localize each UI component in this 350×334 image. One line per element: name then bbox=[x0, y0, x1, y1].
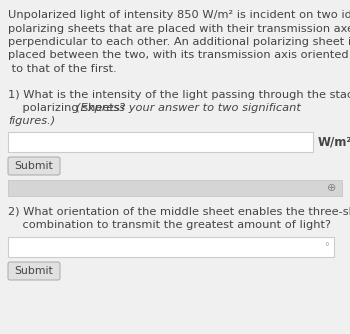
Text: Submit: Submit bbox=[15, 161, 53, 171]
Text: combination to transmit the greatest amount of light?: combination to transmit the greatest amo… bbox=[8, 219, 331, 229]
FancyBboxPatch shape bbox=[8, 262, 60, 280]
Text: (Express your answer to two significant: (Express your answer to two significant bbox=[76, 103, 301, 113]
Text: polarizing sheets?: polarizing sheets? bbox=[8, 103, 128, 113]
Bar bbox=[8, 237, 334, 257]
Text: to that of the first.: to that of the first. bbox=[8, 64, 117, 74]
Text: polarizing sheets that are placed with their transmission axes: polarizing sheets that are placed with t… bbox=[8, 23, 350, 33]
Text: ⊕: ⊕ bbox=[327, 183, 337, 193]
Text: Submit: Submit bbox=[15, 266, 53, 276]
Text: perpendicular to each other. An additional polarizing sheet is then: perpendicular to each other. An addition… bbox=[8, 37, 350, 47]
Bar bbox=[8, 132, 313, 152]
Text: placed between the two, with its transmission axis oriented at 30°: placed between the two, with its transmi… bbox=[8, 50, 350, 60]
Text: 1) What is the intensity of the light passing through the stack of: 1) What is the intensity of the light pa… bbox=[8, 90, 350, 100]
Text: Unpolarized light of intensity 850 W/m² is incident on two ideal: Unpolarized light of intensity 850 W/m² … bbox=[8, 10, 350, 20]
Bar bbox=[8, 180, 342, 196]
Text: °: ° bbox=[324, 242, 329, 252]
Text: 2) What orientation of the middle sheet enables the three-sheet: 2) What orientation of the middle sheet … bbox=[8, 206, 350, 216]
Text: W/m²: W/m² bbox=[318, 136, 350, 149]
Text: figures.): figures.) bbox=[8, 117, 55, 127]
FancyBboxPatch shape bbox=[8, 157, 60, 175]
